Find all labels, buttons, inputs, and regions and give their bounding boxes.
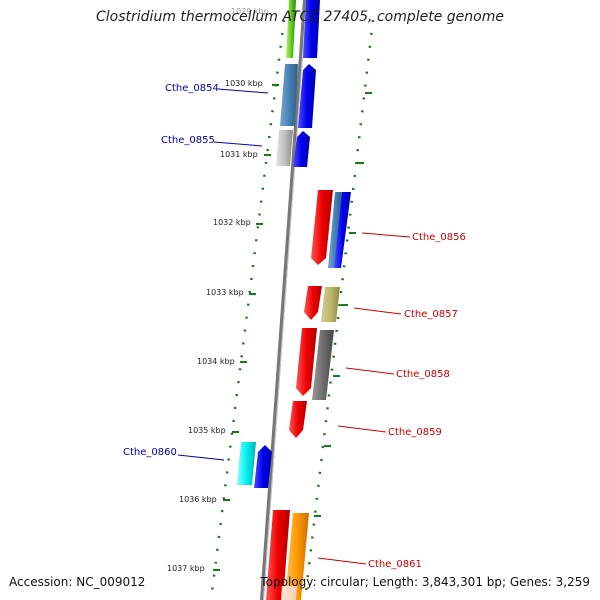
gene-label-cthe0855[interactable]: Cthe_0855 bbox=[161, 135, 215, 146]
tick-marks-right bbox=[314, 92, 372, 517]
gene-cds-cthe0855-cog[interactable] bbox=[276, 130, 293, 166]
gene-label-cthe0858[interactable]: Cthe_0858 bbox=[396, 369, 450, 380]
genome-stats-label: Topology: circular; Length: 3,843,301 bp… bbox=[260, 575, 590, 589]
gene-labels: Cthe_0854 Cthe_0855 Cthe_0856 Cthe_0857 … bbox=[123, 83, 466, 570]
gene-cds-top-blue[interactable] bbox=[303, 0, 320, 58]
gene-cds-cthe0861-faded bbox=[281, 586, 297, 600]
gene-cds-cthe0854-cog[interactable] bbox=[280, 64, 298, 126]
tick-label-1033kbp: 1033 kbp bbox=[206, 288, 244, 297]
tick-label-1030kbp: 1030 kbp bbox=[225, 79, 263, 88]
tick-label-1035kbp: 1035 kbp bbox=[188, 426, 226, 435]
gene-cds-cthe0857[interactable] bbox=[304, 286, 322, 320]
gene-cds-cthe0858[interactable] bbox=[296, 328, 317, 396]
gene-cds-cthe0861-cog[interactable] bbox=[285, 513, 309, 600]
gene-cds-cthe0856-cog-b[interactable] bbox=[334, 192, 351, 268]
gene-label-cthe0857[interactable]: Cthe_0857 bbox=[404, 309, 458, 320]
gene-cds-cthe0856-cog-a[interactable] bbox=[328, 192, 342, 268]
gene-cds-cthe0857-cog[interactable] bbox=[321, 287, 340, 322]
accession-label: Accession: NC_009012 bbox=[9, 575, 146, 589]
gene-label-cthe0861[interactable]: Cthe_0861 bbox=[368, 559, 422, 570]
genome-backbone bbox=[260, 0, 307, 600]
gene-cds-cthe0859[interactable] bbox=[289, 401, 307, 438]
gene-label-cthe0856[interactable]: Cthe_0856 bbox=[412, 232, 466, 243]
tick-label-1036kbp: 1036 kbp bbox=[179, 495, 217, 504]
gene-cds-cthe0860-cog[interactable] bbox=[237, 442, 256, 485]
gene-cds-cthe0860[interactable] bbox=[254, 445, 272, 488]
gene-features-forward bbox=[266, 190, 351, 600]
gene-cds-cthe0858-cog[interactable] bbox=[312, 330, 334, 400]
tick-label-1031kbp: 1031 kbp bbox=[220, 150, 258, 159]
gene-cds-cthe0861[interactable] bbox=[266, 510, 290, 600]
tick-label-1037kbp: 1037 kbp bbox=[167, 564, 205, 573]
gene-cds-cthe0854[interactable] bbox=[298, 64, 316, 128]
tick-label-1034kbp: 1034 kbp bbox=[197, 357, 235, 366]
gene-label-cthe0854[interactable]: Cthe_0854 bbox=[165, 83, 219, 94]
gene-cds-top-green[interactable] bbox=[286, 0, 296, 58]
gene-label-connectors bbox=[177, 88, 411, 565]
gene-label-cthe0859[interactable]: Cthe_0859 bbox=[388, 427, 442, 438]
map-title: Clostridium thermocellum ATCC 27405, com… bbox=[96, 9, 504, 25]
gene-label-cthe0860[interactable]: Cthe_0860 bbox=[123, 447, 177, 458]
gene-cds-cthe0856[interactable] bbox=[311, 190, 333, 265]
tick-labels: 1030 kbp 1031 kbp 1032 kbp 1033 kbp 1034… bbox=[167, 79, 263, 573]
gene-features-reverse bbox=[237, 0, 320, 488]
gene-cds-cthe0855[interactable] bbox=[293, 131, 310, 167]
genome-backbone-highlight bbox=[263, 0, 307, 600]
tick-label-1029kbp: 1029 kbp bbox=[231, 7, 269, 16]
tick-label-1032kbp: 1032 kbp bbox=[213, 218, 251, 227]
tick-marks-left bbox=[213, 84, 279, 571]
